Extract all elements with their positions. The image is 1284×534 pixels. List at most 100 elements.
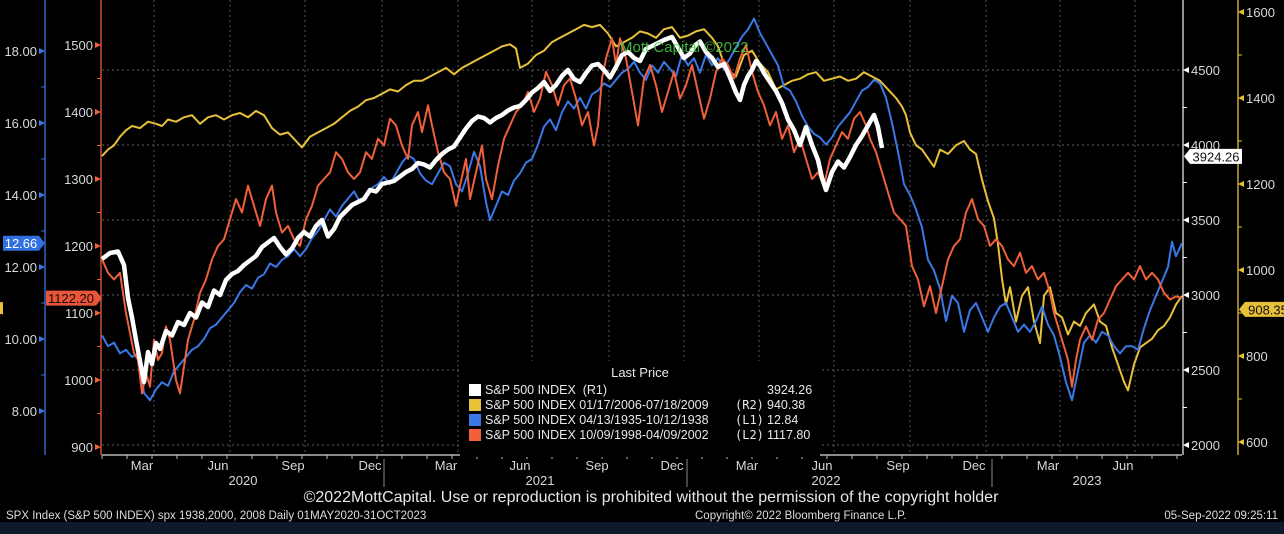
copyright-notice: ©2022MottCapital. Use or reproduction is…	[303, 489, 999, 506]
offscreen-tag-sliver	[0, 302, 3, 315]
tick-label: 1400	[64, 105, 93, 120]
tick-marker	[39, 120, 45, 126]
legend-swatch-orange	[469, 428, 481, 441]
year-label: 2021	[526, 473, 555, 488]
footer-timestamp: 05-Sep-2022 09:25:11	[1164, 510, 1278, 522]
tick-label: 18.00	[4, 44, 37, 59]
series-lines	[100, 17, 1183, 402]
tick-label: 600	[1246, 435, 1268, 450]
legend-item: S&P 500 INDEX 04/13/1935-10/12/1938 (L1)…	[460, 412, 820, 427]
legend-item: S&P 500 INDEX 10/09/1998-04/09/2002 (L2)…	[460, 427, 820, 442]
tick-marker	[95, 42, 101, 48]
tick-label: 2000	[1191, 438, 1220, 453]
tick-marker	[95, 243, 101, 249]
tick-label: 10.00	[4, 332, 37, 347]
tick-marker	[39, 48, 45, 54]
tick-marker	[1238, 353, 1244, 359]
last-value-tag-r1	[1184, 148, 1242, 164]
x-tick-label: Mar	[1037, 458, 1060, 473]
tick-marker	[1183, 292, 1189, 298]
grid	[102, 0, 1182, 455]
tick-label: 8.00	[12, 404, 37, 419]
tick-marker	[1238, 439, 1244, 445]
x-tick-label: Jun	[510, 458, 531, 473]
tick-marker	[39, 408, 45, 414]
last-value-tags: 12.66 1122.20 3924.26 908.35	[0, 148, 1284, 317]
x-tick-label: Dec	[358, 458, 382, 473]
x-tick-label: Jun	[1113, 458, 1134, 473]
x-tick-label: Jun	[812, 458, 833, 473]
footer-copyright: Copyright© 2022 Bloomberg Finance L.P.	[695, 510, 907, 522]
tick-label: 800	[1246, 349, 1268, 364]
x-tick-label: Dec	[962, 458, 986, 473]
tick-marker	[39, 336, 45, 342]
watermark: Mott Capital ©2022	[620, 39, 749, 56]
last-value-tag-r2	[1239, 301, 1284, 317]
year-label: 2023	[1073, 473, 1102, 488]
series-line-r2	[101, 23, 1183, 392]
legend-swatch-yellow	[469, 398, 481, 411]
legend-title: Last Price	[611, 365, 669, 380]
tick-marker	[1183, 217, 1189, 223]
tick-label: 900	[71, 440, 93, 455]
tick-label: 1500	[64, 38, 93, 53]
tick-label: 16.00	[4, 116, 37, 131]
tick-label: 12.00	[4, 260, 37, 275]
tick-marker	[95, 310, 101, 316]
last-value-tag-l2	[46, 290, 102, 306]
year-label: 2020	[229, 473, 258, 488]
tick-label: 1000	[64, 373, 93, 388]
tick-marker	[1238, 267, 1244, 273]
x-tick-label: Sep	[281, 458, 304, 473]
tick-label: 1200	[64, 239, 93, 254]
x-tick-label: Sep	[585, 458, 608, 473]
last-value-tag-r1-text: 3924.26	[1193, 149, 1240, 164]
tick-label: 1100	[65, 306, 93, 321]
tick-marker	[95, 377, 101, 383]
footer: SPX Index (S&P 500 INDEX) spx 1938,2000,…	[0, 510, 1284, 524]
tick-marker	[1238, 9, 1244, 15]
tick-label: 1000	[1246, 263, 1275, 278]
x-axis: Mar Jun Sep Dec Mar Jun Sep Dec Mar Jun Sep Dec Mar J…	[101, 454, 1182, 488]
tick-marker	[1183, 142, 1189, 148]
series-line-l1	[101, 17, 1183, 402]
legend-item: S&P 500 INDEX (R1) 3924.26	[460, 382, 820, 397]
tick-marker	[1183, 367, 1189, 373]
tick-marker	[39, 264, 45, 270]
tick-marker	[1238, 95, 1244, 101]
tick-label: 3000	[1191, 288, 1220, 303]
footer-security-info: SPX Index (S&P 500 INDEX) spx 1938,2000,…	[6, 510, 427, 522]
tick-marker	[1183, 442, 1189, 448]
tick-marker	[1238, 181, 1244, 187]
year-label: 2022	[812, 473, 841, 488]
series-line-r1	[100, 34, 885, 385]
tick-label: 1400	[1246, 91, 1275, 106]
tick-label: 3500	[1191, 213, 1220, 228]
legend: Last Price S&P 500 INDEX (R1) 3924.26 S&…	[460, 361, 820, 457]
axes: 8.00 10.00 12.00 14.00 16.00 18.00 900 1000 1100…	[4, 0, 1275, 455]
tick-label: 1600	[1246, 5, 1275, 20]
x-tick-label: Sep	[886, 458, 909, 473]
tick-label: 1300	[64, 172, 93, 187]
legend-item: S&P 500 INDEX 01/17/2006-07/18/2009 (R2)…	[460, 397, 820, 412]
series-line-l2	[101, 37, 1183, 395]
x-tick-label: Mar	[736, 458, 759, 473]
tick-marker	[95, 176, 101, 182]
legend-swatch-white	[469, 383, 481, 396]
tick-label: 2500	[1191, 363, 1220, 378]
legend-swatch-blue	[469, 413, 481, 426]
last-value-tag-l2-text: 1122.20	[48, 291, 94, 306]
tick-marker	[39, 192, 45, 198]
tick-marker	[95, 109, 101, 115]
tick-marker	[1183, 67, 1189, 73]
tick-label: 14.00	[4, 188, 37, 203]
tick-label: 1200	[1246, 177, 1275, 192]
last-value-tag-l1-text: 12.66	[5, 236, 38, 251]
x-tick-label: Dec	[660, 458, 684, 473]
tick-label: 4500	[1191, 63, 1220, 78]
tick-marker	[95, 444, 101, 450]
bottom-bar	[0, 522, 1284, 534]
x-tick-label: Mar	[435, 458, 458, 473]
last-value-tag-r2-text: 908.35	[1248, 302, 1284, 317]
